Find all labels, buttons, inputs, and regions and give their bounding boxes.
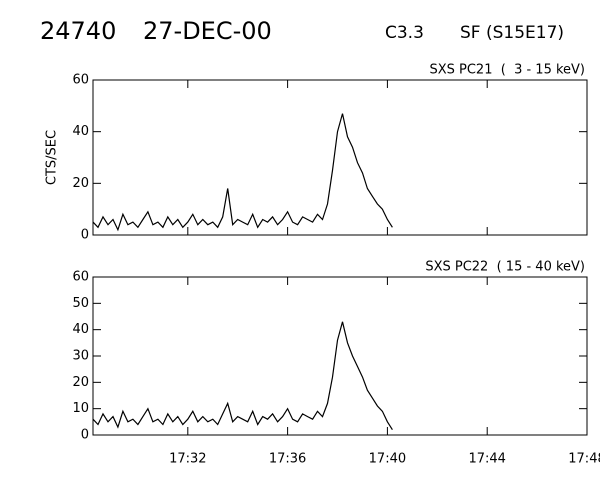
plot-frame <box>92 79 588 236</box>
y-tick-label: 40 <box>72 124 89 139</box>
plot-frame <box>92 276 588 436</box>
count-rate-line <box>92 113 393 232</box>
panel-title: SXS PC22 ( 15 - 40 keV) <box>425 260 585 275</box>
y-tick-label: 20 <box>72 375 89 390</box>
x-tick-label: 17:44 <box>468 452 505 467</box>
panel-title: SXS PC21 ( 3 - 15 keV) <box>429 63 585 78</box>
y-tick-label: 0 <box>81 428 89 443</box>
y-tick-label: 10 <box>72 401 89 416</box>
y-axis-label: CTS/SEC <box>45 130 60 185</box>
event-date: 27-DEC-00 <box>143 17 272 45</box>
y-tick-label: 0 <box>81 228 89 243</box>
x-tick-label: 17:40 <box>369 452 406 467</box>
flare-class: C3.3 <box>385 23 424 43</box>
y-tick-label: 50 <box>72 296 89 311</box>
y-tick-label: 20 <box>72 176 89 191</box>
x-tick-label: 17:48 <box>568 452 600 467</box>
flare-location: SF (S15E17) <box>460 23 564 43</box>
x-tick-label: 17:32 <box>169 452 206 467</box>
x-tick-label: 17:36 <box>269 452 306 467</box>
y-tick-label: 60 <box>72 73 89 88</box>
event-id: 24740 <box>40 17 116 45</box>
y-tick-label: 40 <box>72 322 89 337</box>
y-tick-label: 30 <box>72 349 89 364</box>
count-rate-line <box>92 321 393 431</box>
y-tick-label: 60 <box>72 270 89 285</box>
